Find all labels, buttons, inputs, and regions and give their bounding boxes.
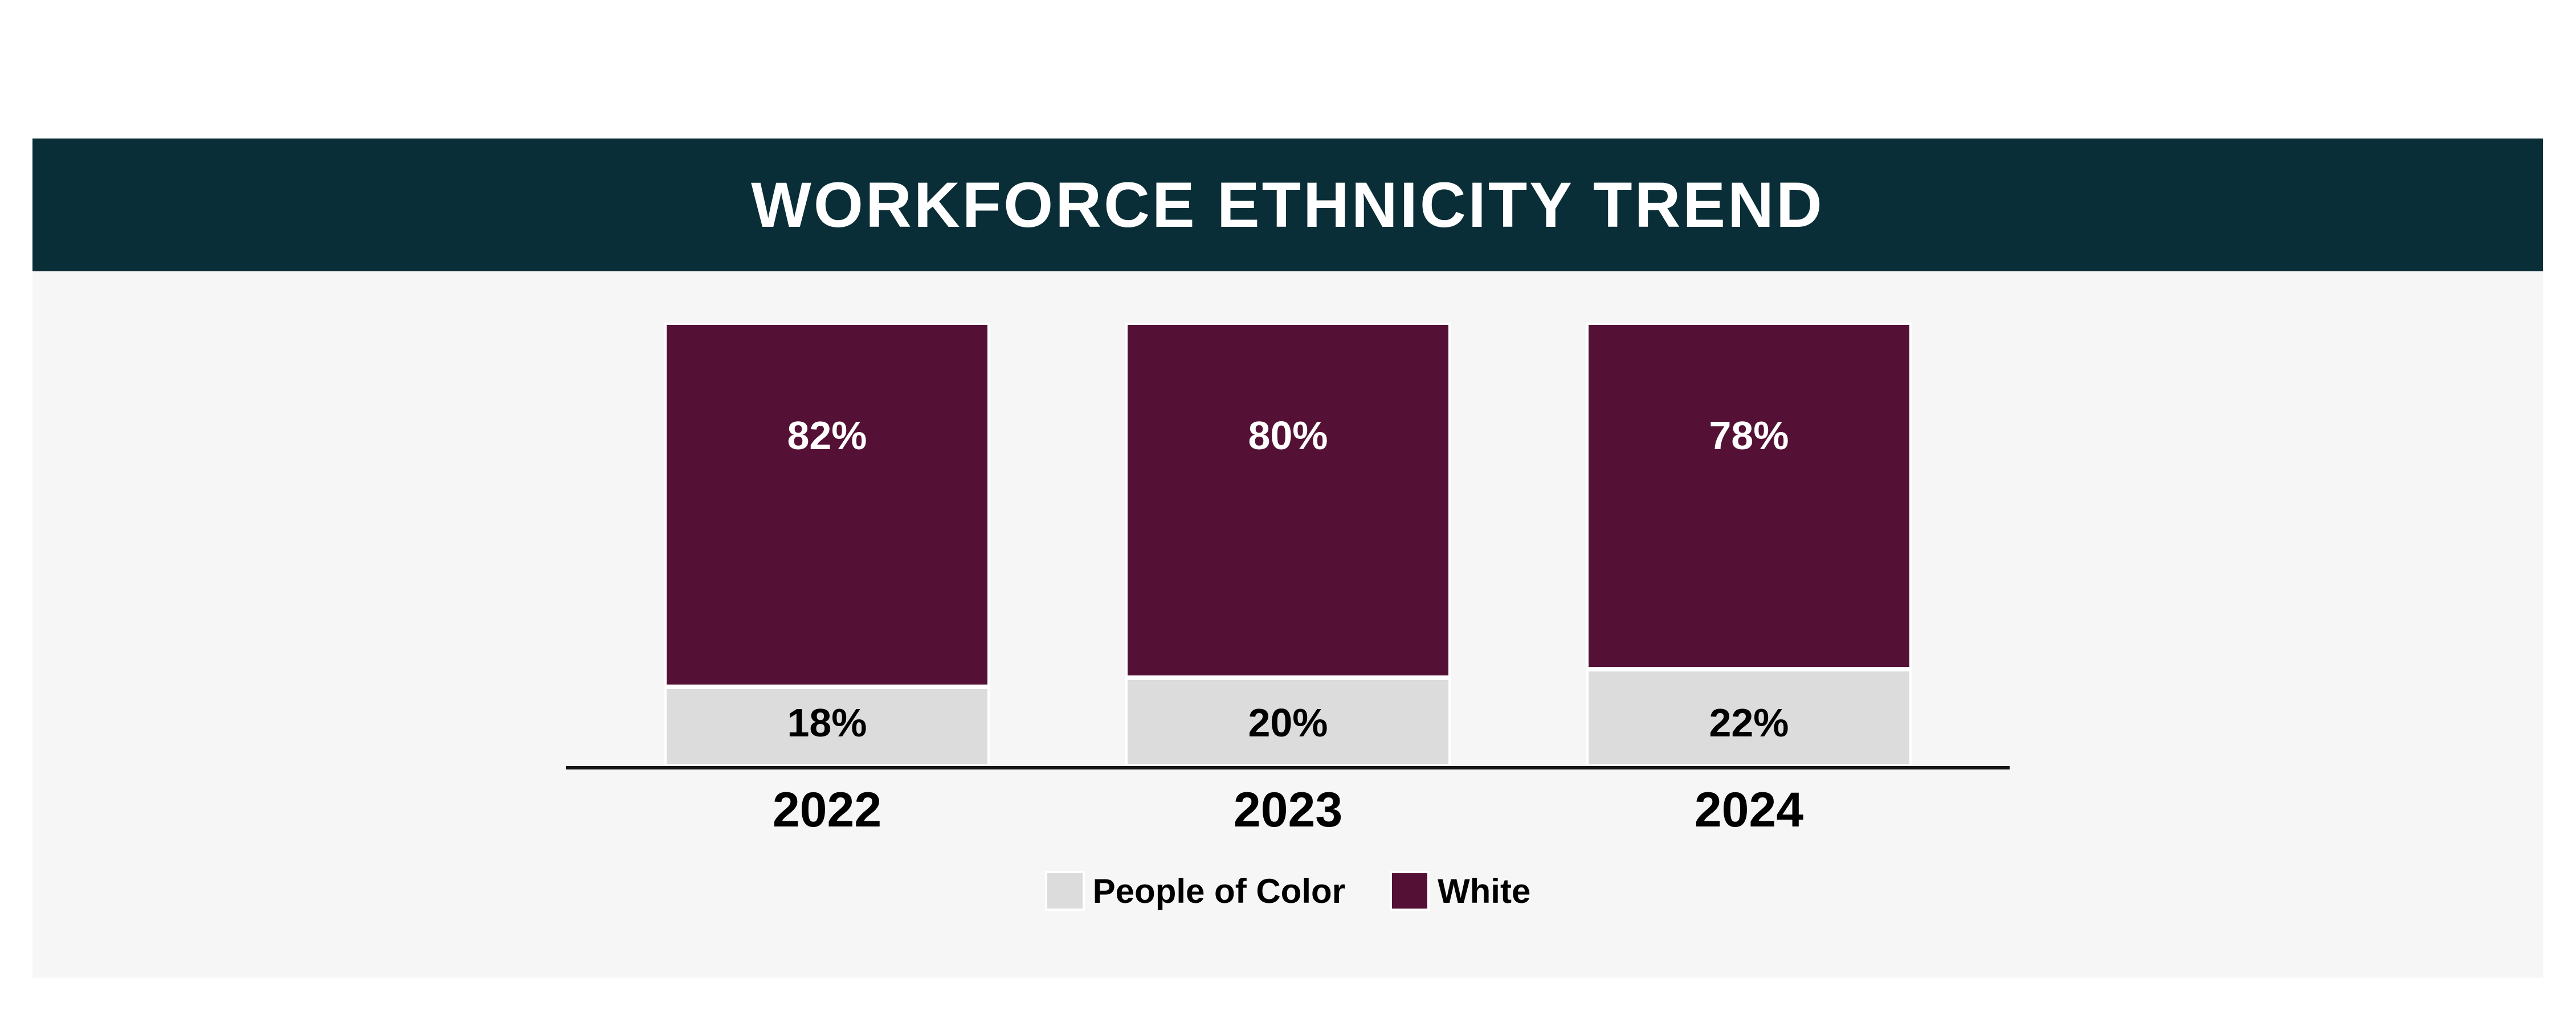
bar-segment-white-2024 xyxy=(1586,323,1912,669)
legend-swatch-icon xyxy=(1044,871,1085,911)
legend-item-people-of-color: People of Color xyxy=(1044,871,1346,911)
bar-segment-people-of-color-2023 xyxy=(1125,678,1451,767)
data-label-people-of-color-2023: 20% xyxy=(1248,701,1328,745)
legend-swatch-icon xyxy=(1390,871,1430,911)
bar-segment-people-of-color-2022 xyxy=(664,686,990,767)
data-label-white-2023: 80% xyxy=(1248,413,1328,458)
stacked-bar-2022: 82% 18% xyxy=(664,323,990,767)
chart-title: WORKFORCE ETHNICITY TREND xyxy=(751,169,1824,241)
data-label-white-2024: 78% xyxy=(1709,413,1789,458)
category-label-2023: 2023 xyxy=(1233,783,1343,837)
category-label-2022: 2022 xyxy=(772,783,882,837)
legend-label: People of Color xyxy=(1092,872,1346,910)
chart-plot-area: 82% 18% 80% 20% 78% 22% People of Color White … xyxy=(32,271,2543,978)
x-axis-line xyxy=(566,766,2010,769)
stacked-bar-2023: 80% 20% xyxy=(1125,323,1451,767)
chart-card: WORKFORCE ETHNICITY TREND 82% 18% 80% 20% 78… xyxy=(32,139,2543,978)
stacked-bar-2024: 78% 22% xyxy=(1586,323,1912,767)
legend-label: White xyxy=(1438,872,1531,910)
legend-item-white: White xyxy=(1390,871,1530,911)
data-label-people-of-color-2024: 22% xyxy=(1709,701,1789,745)
bar-segment-people-of-color-2024 xyxy=(1586,669,1912,767)
data-label-people-of-color-2022: 18% xyxy=(787,701,867,745)
legend: People of Color White xyxy=(32,871,2543,911)
category-label-2024: 2024 xyxy=(1694,783,1804,837)
data-label-white-2022: 82% xyxy=(787,413,867,458)
bar-segment-white-2023 xyxy=(1125,323,1451,678)
chart-title-bar: WORKFORCE ETHNICITY TREND xyxy=(32,139,2543,271)
bar-segment-white-2022 xyxy=(664,323,990,687)
